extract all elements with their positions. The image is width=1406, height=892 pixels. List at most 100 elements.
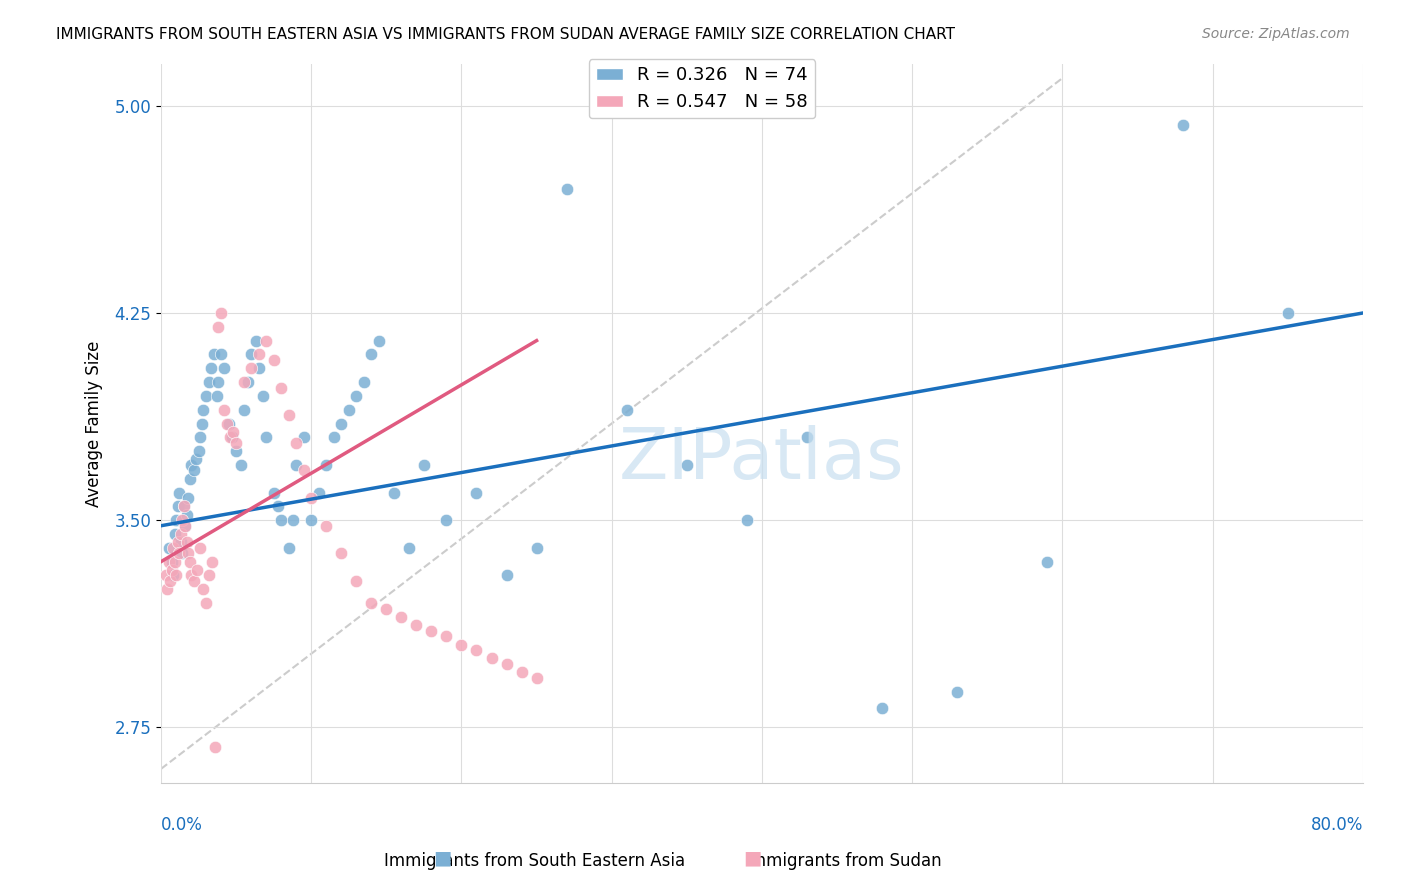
Point: [495, 568, 517, 582]
Point: [218, 417, 240, 431]
Point: [232, 402, 254, 417]
Point: [179, 472, 201, 486]
Point: [232, 375, 254, 389]
Point: [465, 643, 488, 657]
Point: [315, 518, 337, 533]
Point: [1036, 555, 1059, 569]
Point: [174, 518, 197, 533]
Point: [160, 555, 183, 569]
Point: [163, 527, 186, 541]
Point: [236, 375, 259, 389]
Point: [222, 425, 245, 439]
Point: [510, 665, 533, 680]
Point: [195, 596, 218, 610]
Point: [221, 430, 243, 444]
Point: [292, 463, 315, 477]
Point: [353, 375, 375, 389]
Point: [465, 485, 488, 500]
Point: [225, 435, 247, 450]
Point: [1171, 118, 1194, 132]
Point: [389, 610, 412, 624]
Point: [277, 541, 299, 555]
Point: [184, 452, 207, 467]
Point: [160, 563, 183, 577]
Point: [526, 541, 548, 555]
Point: [299, 513, 322, 527]
Point: [212, 361, 235, 376]
Point: [247, 347, 270, 361]
Point: [254, 334, 277, 348]
Point: [183, 463, 205, 477]
Point: [270, 381, 292, 395]
Text: IMMIGRANTS FROM SOUTH EASTERN ASIA VS IMMIGRANTS FROM SUDAN AVERAGE FAMILY SIZE : IMMIGRANTS FROM SOUTH EASTERN ASIA VS IM…: [56, 27, 955, 42]
Point: [156, 582, 179, 597]
Point: [229, 458, 252, 472]
Point: [163, 555, 186, 569]
Point: [675, 458, 697, 472]
Point: [344, 574, 367, 588]
Text: Immigrants from South Eastern Asia: Immigrants from South Eastern Asia: [384, 852, 685, 870]
Point: [299, 491, 322, 505]
Point: [285, 435, 308, 450]
Point: [200, 361, 222, 376]
Point: [270, 513, 292, 527]
Point: [209, 347, 232, 361]
Point: [204, 739, 226, 754]
Point: [157, 555, 180, 569]
Point: [159, 574, 181, 588]
Text: Immigrants from Sudan: Immigrants from Sudan: [745, 852, 942, 870]
Point: [180, 458, 202, 472]
Point: [267, 500, 290, 514]
Point: [796, 430, 818, 444]
Point: [173, 500, 195, 514]
Point: [205, 389, 228, 403]
Point: [177, 546, 200, 560]
Point: [450, 638, 472, 652]
Point: [195, 389, 218, 403]
Point: [169, 527, 191, 541]
Point: [263, 485, 285, 500]
Point: [219, 430, 242, 444]
Text: 80.0%: 80.0%: [1310, 816, 1362, 834]
Point: [436, 513, 458, 527]
Point: [526, 671, 548, 685]
Point: [308, 485, 330, 500]
Point: [555, 181, 578, 195]
Point: [166, 535, 188, 549]
Point: [413, 458, 436, 472]
Point: [405, 618, 427, 632]
Point: [495, 657, 517, 671]
Point: [180, 568, 202, 582]
Point: [330, 417, 353, 431]
Point: [165, 568, 187, 582]
Point: [360, 596, 382, 610]
Point: [315, 458, 337, 472]
Point: [212, 402, 235, 417]
Text: ■: ■: [433, 848, 453, 867]
Point: [225, 444, 247, 458]
Point: [170, 546, 193, 560]
Point: [217, 417, 239, 431]
Point: [188, 541, 211, 555]
Point: [167, 546, 190, 560]
Point: [254, 430, 277, 444]
Point: [186, 563, 208, 577]
Point: [162, 568, 184, 582]
Point: [252, 389, 274, 403]
Point: [176, 535, 198, 549]
Point: [420, 624, 443, 638]
Point: [1277, 306, 1299, 320]
Point: [169, 535, 191, 549]
Point: [162, 541, 184, 555]
Text: Source: ZipAtlas.com: Source: ZipAtlas.com: [1202, 27, 1350, 41]
Point: [247, 361, 270, 376]
Point: [245, 334, 267, 348]
Point: [277, 408, 299, 422]
Point: [436, 629, 458, 643]
Point: [198, 375, 221, 389]
Point: [292, 430, 315, 444]
Point: [167, 485, 190, 500]
Point: [375, 601, 398, 615]
Point: [337, 402, 360, 417]
Point: [191, 582, 214, 597]
